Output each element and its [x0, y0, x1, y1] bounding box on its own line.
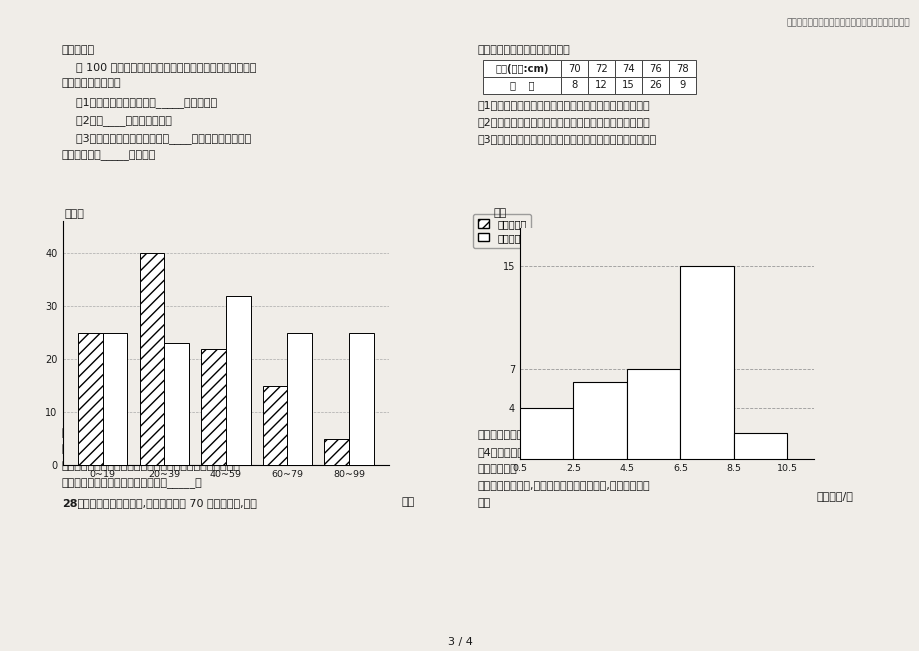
Bar — [226, 296, 250, 465]
Bar — [324, 439, 348, 465]
Text: （3）这组数据的中位数是多少？有人认为这种型号的衬衫产: （3）这组数据的中位数是多少？有人认为这种型号的衬衫产 — [478, 134, 656, 144]
Text: 人    数: 人 数 — [509, 81, 534, 90]
Text: 中，中位数在_____分数段．: 中，中位数在_____分数段． — [62, 150, 156, 161]
Text: 某厂生产一批男衬衫,经过抽样调查 70 名中年男子,得知: 某厂生产一批男衬衫,经过抽样调查 70 名中年男子,得知 — [62, 498, 256, 508]
Text: 平均成绩/环: 平均成绩/环 — [816, 491, 853, 501]
Bar — [103, 333, 127, 465]
Text: （3）第一次测试中，中位数在____分数段，第二次测试: （3）第一次测试中，中位数在____分数段，第二次测试 — [62, 133, 251, 144]
Bar — [140, 253, 165, 465]
Text: 26: 26 — [649, 81, 661, 90]
Text: 某公司销售部有五名销售员，2004 年平均每人每月的: 某公司销售部有五名销售员，2004 年平均每人每月的 — [62, 410, 264, 420]
FancyBboxPatch shape — [668, 77, 696, 94]
Text: （4）这组数据的众数是多少？有人认为这种型号的衬衫产量: （4）这组数据的众数是多少？有人认为这种型号的衬衫产量 — [478, 447, 657, 457]
Text: 72: 72 — [595, 64, 607, 74]
Text: 型号(单位:cm): 型号(单位:cm) — [494, 64, 548, 74]
Bar — [78, 333, 103, 465]
Text: 下列问题：: 下列问题： — [62, 45, 95, 55]
Text: 销售员，三人应聘试用三个月，口平均每人每月的销售额分别: 销售员，三人应聘试用三个月，口平均每人每月的销售额分别 — [62, 444, 241, 454]
FancyBboxPatch shape — [641, 60, 668, 77]
Text: 9: 9 — [678, 81, 685, 90]
Text: 销售额分别是 6，8，11，9，8（万元）．现公司需增加一名: 销售额分别是 6，8，11，9，8（万元）．现公司需增加一名 — [62, 427, 260, 437]
Text: （1）两次测试最低分在第_____次测试中；: （1）两次测试最低分在第_____次测试中； — [62, 97, 217, 108]
FancyBboxPatch shape — [614, 60, 641, 77]
Text: 70: 70 — [568, 64, 580, 74]
Bar — [519, 408, 573, 459]
Bar — [201, 349, 226, 465]
FancyBboxPatch shape — [561, 60, 587, 77]
FancyBboxPatch shape — [482, 77, 561, 94]
Text: 充．: 充． — [478, 498, 491, 508]
Text: 分数: 分数 — [401, 497, 414, 507]
Text: 3 / 4: 3 / 4 — [447, 637, 472, 647]
Text: 有 100 名学生参加两次科技知识测试，条形图显示两次测: 有 100 名学生参加两次科技知识测试，条形图显示两次测 — [62, 62, 256, 72]
Bar — [287, 333, 312, 465]
Text: （2）这组数据的平均数是多少？是否可按这个型号生产？: （2）这组数据的平均数是多少？是否可按这个型号生产？ — [478, 117, 650, 127]
FancyBboxPatch shape — [587, 77, 614, 94]
Text: 12: 12 — [595, 81, 607, 90]
Text: 78: 78 — [675, 64, 688, 74]
FancyBboxPatch shape — [587, 60, 614, 77]
Bar — [626, 369, 680, 459]
FancyBboxPatch shape — [561, 77, 587, 94]
Text: 文档供参考，可复制、编辑，期待您的好评与关注！: 文档供参考，可复制、编辑，期待您的好评与关注！ — [786, 18, 909, 27]
Text: 27．: 27． — [62, 410, 99, 420]
Bar — [263, 386, 287, 465]
FancyBboxPatch shape — [641, 77, 668, 94]
Text: 量要占第一位．: 量要占第一位． — [478, 430, 524, 440]
Text: 74: 74 — [621, 64, 634, 74]
Text: 求出上述各个问题,并回答你认为哪一个正确,你还有什么补: 求出上述各个问题,并回答你认为哪一个正确,你还有什么补 — [478, 481, 650, 491]
Text: 式录用人中平均月销售额最高的人是_____．: 式录用人中平均月销售额最高的人是_____． — [62, 478, 202, 489]
Text: 为：甲是上述数据的平均数，乙是中位数，丙是众数．最后正: 为：甲是上述数据的平均数，乙是中位数，丙是众数．最后正 — [62, 461, 241, 471]
FancyBboxPatch shape — [482, 60, 561, 77]
Bar — [348, 333, 373, 465]
Text: （2）第____次测试较容易；: （2）第____次测试较容易； — [62, 115, 172, 126]
Text: 28．: 28． — [62, 498, 84, 508]
Text: （1）哪一种型号衬衫的需要量最少？有认为可以不生产．: （1）哪一种型号衬衫的需要量最少？有认为可以不生产． — [478, 100, 650, 110]
Bar — [165, 344, 188, 465]
Text: 学生数: 学生数 — [64, 209, 85, 219]
Text: 8: 8 — [571, 81, 577, 90]
Text: 15: 15 — [621, 81, 634, 90]
Bar — [733, 434, 787, 459]
Text: 试的分数分布情况．: 试的分数分布情况． — [62, 78, 121, 88]
Bar — [573, 382, 626, 459]
Text: 所需衬衫型号的人如下表所示：: 所需衬衫型号的人如下表所示： — [478, 45, 570, 55]
Text: 76: 76 — [649, 64, 661, 74]
Text: 要占第一位．: 要占第一位． — [478, 464, 517, 474]
FancyBboxPatch shape — [614, 77, 641, 94]
Bar — [680, 266, 733, 459]
FancyBboxPatch shape — [668, 60, 696, 77]
Text: 人数: 人数 — [493, 208, 505, 217]
Legend: 第一次测试, 第二次测试: 第一次测试, 第二次测试 — [472, 214, 530, 247]
